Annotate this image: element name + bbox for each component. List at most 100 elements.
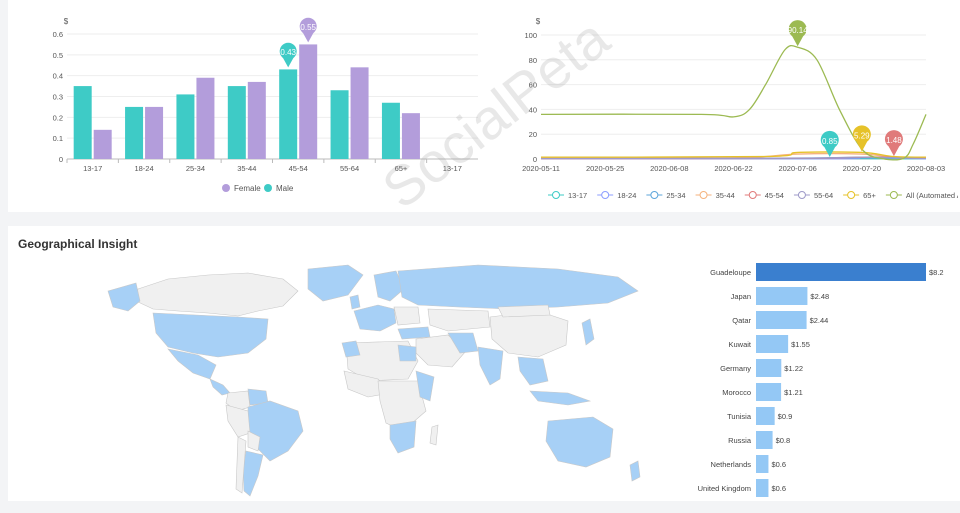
country-mongolia: [497, 304, 551, 318]
country-value: $0.9: [778, 412, 793, 421]
country-value: $0.6: [771, 484, 786, 493]
country-japan: [581, 318, 595, 346]
country-india: [477, 346, 504, 386]
country-central-america: [209, 378, 231, 396]
x-tick-label: 35-44: [237, 164, 256, 173]
country-value: $8.2: [929, 268, 944, 277]
line-annotation-label: 90.14: [788, 26, 809, 35]
bar-male[interactable]: [176, 94, 195, 159]
x-tick-label: 13-17: [443, 164, 462, 173]
legend-marker[interactable]: [552, 191, 560, 199]
bar-female[interactable]: [145, 106, 164, 159]
country-bar[interactable]: [756, 479, 769, 497]
country-bar-chart: Guadeloupe $8.2 Japan $2.48 Qatar $2.44 Kuwait…: [698, 263, 944, 497]
bar-female[interactable]: [247, 81, 266, 159]
age-gender-bar-chart: $0 0.1 0.2 0.3 0.4 0.5 0.6 13-17 18-24 25-34 35-44…: [53, 17, 478, 193]
y-tick-label: 20: [529, 130, 537, 139]
country-chile: [235, 436, 247, 494]
country-bar[interactable]: [756, 455, 769, 473]
legend-dot-male[interactable]: [264, 184, 272, 192]
country-bar[interactable]: [756, 287, 808, 305]
y-tick-label: 60: [529, 81, 537, 90]
country-value: $2.44: [810, 316, 829, 325]
bar-male[interactable]: [279, 69, 298, 159]
y-tick-label: 100: [524, 31, 537, 40]
country-label: Kuwait: [728, 340, 751, 349]
y-tick-label: 0.4: [53, 72, 63, 81]
bar-female[interactable]: [196, 77, 215, 159]
country-label: Morocco: [722, 388, 751, 397]
x-tick-label: 2020-07-06: [778, 164, 816, 173]
country-bar[interactable]: [756, 431, 773, 449]
country-peru: [225, 404, 251, 438]
demographics-panel: $0 0.1 0.2 0.3 0.4 0.5 0.6 13-17 18-24 25-34 35-44…: [8, 0, 960, 212]
series-line[interactable]: [540, 151, 927, 158]
country-turkey: [397, 326, 431, 340]
bar-female[interactable]: [401, 113, 420, 159]
bar-female[interactable]: [299, 44, 318, 159]
x-tick-label: 65+: [395, 164, 408, 173]
legend-dot-female[interactable]: [222, 184, 230, 192]
legend-marker[interactable]: [847, 191, 856, 199]
country-value: $0.8: [776, 436, 791, 445]
country-label: United Kingdom: [698, 484, 751, 493]
country-colombia: [225, 390, 251, 412]
y-tick-label: 0.3: [53, 93, 63, 102]
series-line[interactable]: [540, 44, 927, 161]
country-bar[interactable]: [756, 335, 789, 353]
legend-marker[interactable]: [650, 191, 659, 199]
country-east-africa: [415, 370, 435, 402]
bar-male[interactable]: [330, 90, 349, 159]
legend-label: 55-64: [814, 191, 833, 200]
country-bar[interactable]: [756, 383, 782, 401]
legend-label: 18-24: [617, 191, 636, 200]
country-greenland: [307, 264, 364, 302]
country-morocco: [341, 340, 361, 358]
legend-marker[interactable]: [601, 191, 610, 199]
x-tick-label: 55-64: [340, 164, 359, 173]
legend-label: 45-54: [765, 191, 784, 200]
country-western-europe: [353, 304, 397, 332]
x-tick-label: 2020-05-11: [522, 164, 560, 173]
line-annotation-marker: [852, 125, 871, 152]
legend-marker[interactable]: [889, 191, 898, 199]
country-value: $1.55: [791, 340, 810, 349]
line-annotation-marker: [820, 130, 839, 157]
series-line[interactable]: [540, 156, 927, 160]
bar-male[interactable]: [73, 86, 92, 159]
bar-female[interactable]: [93, 129, 112, 159]
country-kazakhstan: [427, 308, 491, 332]
y-axis-unit: $: [64, 17, 69, 26]
country-bar[interactable]: [756, 311, 807, 329]
line-annotation-marker: [884, 130, 903, 157]
country-scandinavia: [373, 270, 405, 302]
x-tick-label: 13-17: [83, 164, 102, 173]
y-tick-label: 0.5: [53, 51, 63, 60]
legend-marker[interactable]: [699, 191, 708, 199]
country-china: [489, 310, 569, 358]
line-annotation-label: 0.85: [822, 137, 838, 146]
country-label: Germany: [720, 364, 751, 373]
country-usa: [152, 312, 269, 358]
legend-marker[interactable]: [797, 191, 806, 199]
line-annotation-label: 5.29: [854, 131, 870, 140]
bar-male[interactable]: [125, 106, 144, 159]
country-bar[interactable]: [756, 407, 775, 425]
country-west-africa: [343, 370, 391, 398]
y-tick-label: 0.1: [53, 134, 63, 143]
legend-marker[interactable]: [748, 191, 757, 199]
world-map[interactable]: [98, 261, 678, 501]
bar-female[interactable]: [350, 67, 369, 159]
country-bar[interactable]: [756, 359, 782, 377]
country-australia: [545, 416, 614, 468]
country-indonesia: [529, 390, 592, 406]
legend-label: 25-34: [666, 191, 685, 200]
country-brazil: [247, 400, 304, 462]
country-uk: [349, 294, 361, 310]
x-tick-label: 18-24: [134, 164, 153, 173]
country-bar[interactable]: [756, 263, 926, 281]
bar-male[interactable]: [227, 86, 246, 159]
bar-male[interactable]: [381, 102, 400, 159]
bar-annotation-label: 0.55: [300, 23, 316, 32]
x-tick-label: 2020-08-03: [907, 164, 945, 173]
